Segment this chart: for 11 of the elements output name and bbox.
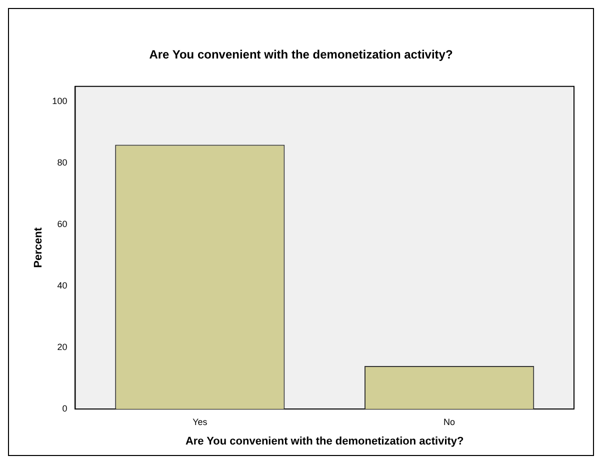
y-tick-label: 80 <box>57 158 68 168</box>
y-tick-label: 0 <box>62 403 68 414</box>
y-tick-label: 60 <box>57 219 68 230</box>
y-tick-label: 40 <box>57 280 68 291</box>
x-axis-title: Are You convenient with the demonetization activity? <box>185 435 464 448</box>
x-tick-label: No <box>444 416 456 427</box>
chart-title: Are You convenient with the demonetization activity? <box>149 48 453 62</box>
y-tick-label: 100 <box>52 96 68 106</box>
x-tick-label: Yes <box>192 416 208 427</box>
y-axis-title: Percent <box>32 227 45 268</box>
y-tick-label: 20 <box>57 342 68 352</box>
